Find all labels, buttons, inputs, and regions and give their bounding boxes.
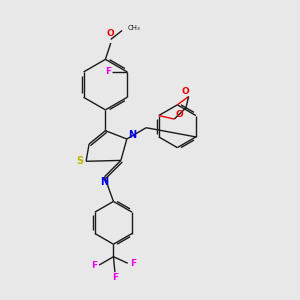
Text: O: O: [107, 28, 115, 38]
Text: S: S: [76, 156, 83, 166]
Text: F: F: [112, 273, 118, 282]
Text: N: N: [100, 177, 109, 187]
Text: O: O: [182, 87, 190, 96]
Text: O: O: [176, 110, 183, 119]
Text: F: F: [105, 68, 111, 76]
Text: F: F: [91, 260, 97, 269]
Text: N: N: [128, 130, 136, 140]
Text: F: F: [130, 259, 136, 268]
Text: CH₃: CH₃: [128, 25, 140, 31]
